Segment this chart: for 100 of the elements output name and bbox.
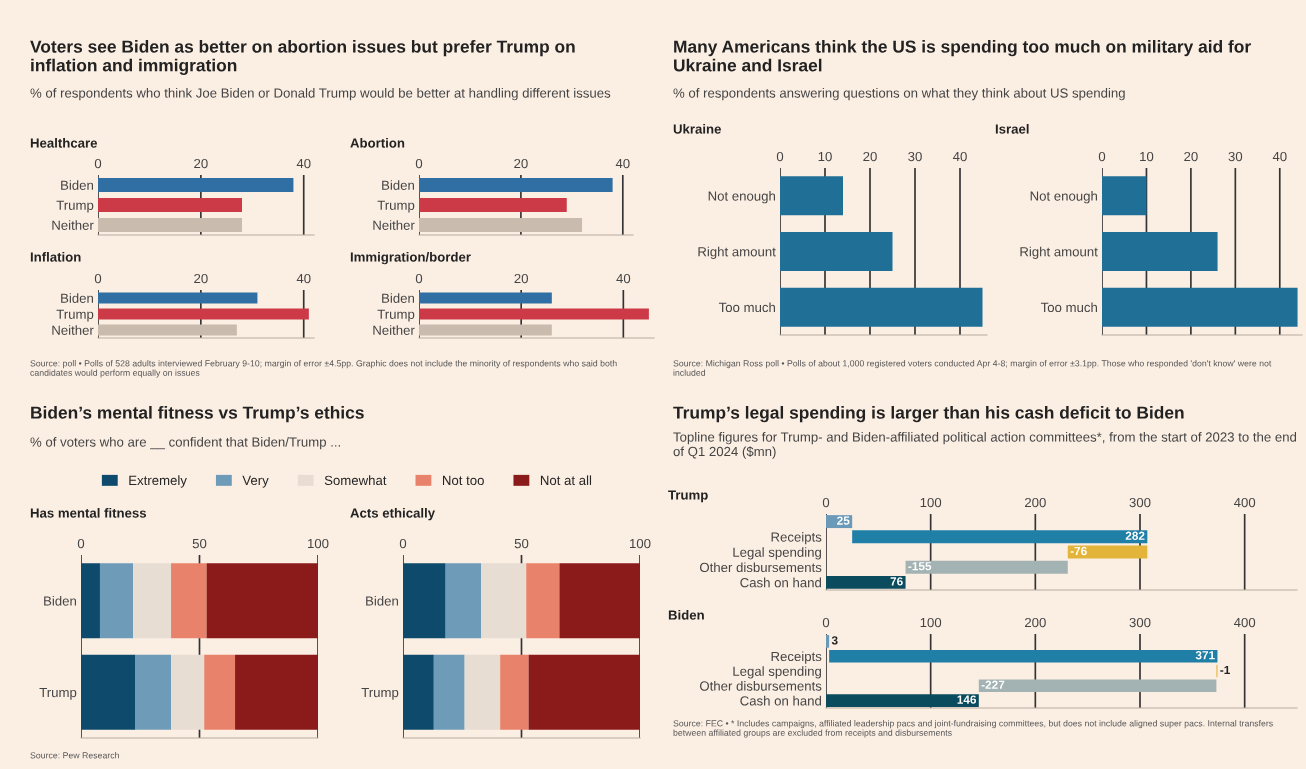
bar [1102, 287, 1298, 327]
source-note: Source: FEC • * Includes campaigns, affiliated leadership pacs and joint-fundraising committees, but does not include aligned super pacs. Internal transfers between affiliated groups are excluded from receipts and disbursements [673, 720, 1273, 738]
bar [98, 324, 237, 336]
chart-title: Has mental fitness [30, 508, 147, 518]
x-tick-label: 200 [1024, 497, 1046, 508]
y-tick-label: Not enough [1030, 191, 1097, 204]
x-tick-label: 10 [1140, 151, 1154, 162]
x-tick-label: 0 [399, 538, 407, 549]
bar [403, 654, 434, 730]
bar [500, 654, 529, 730]
bar [780, 232, 893, 271]
legend-label: Extremely [129, 475, 187, 488]
bar [98, 292, 258, 304]
x-tick-label: 40 [1272, 151, 1287, 162]
x-tick-label: 20 [194, 273, 208, 284]
x-tick-label: 50 [514, 538, 529, 549]
bar [403, 563, 446, 639]
x-tick-label: 40 [296, 273, 311, 284]
x-tick-label: 0 [776, 151, 784, 162]
x-tick-label: 40 [616, 273, 631, 284]
chart-title: Abortion [350, 138, 405, 148]
y-tick-label: Biden [61, 180, 93, 190]
y-tick-label: Cash on hand [740, 577, 821, 588]
bar [905, 560, 1068, 574]
x-tick-label: 0 [822, 497, 830, 508]
bar [780, 287, 983, 327]
y-tick-label: Other disbursements [700, 562, 822, 573]
bar [526, 563, 560, 639]
bar [780, 176, 843, 216]
bar [433, 654, 465, 730]
data-label: 76 [890, 577, 903, 586]
x-tick-label: 20 [514, 273, 528, 284]
x-tick-label: 100 [630, 538, 651, 549]
x-tick-label: 0 [1098, 151, 1106, 162]
y-tick-label: Right amount [698, 246, 776, 260]
y-tick-label: Other disbursements [700, 681, 822, 691]
chart-title: Inflation [30, 252, 81, 262]
x-tick-label: 0 [77, 538, 85, 549]
x-tick-label: 20 [1184, 151, 1198, 162]
bar [464, 654, 501, 730]
x-tick-label: 10 [818, 151, 832, 162]
bar [235, 654, 318, 730]
x-tick-label: 0 [94, 158, 102, 169]
x-tick-label: 0 [415, 273, 423, 284]
legend-label: Not at all [540, 475, 592, 486]
data-label: 371 [1195, 651, 1215, 660]
bar [826, 575, 906, 589]
x-tick-label: 20 [194, 158, 208, 169]
y-tick-label: Right amount [1020, 246, 1098, 260]
bar [826, 694, 979, 707]
bar [135, 654, 172, 730]
bar [419, 178, 613, 192]
text: Biden [668, 610, 704, 620]
chart-title: Ukraine [673, 124, 721, 134]
x-tick-label: 200 [1024, 617, 1046, 628]
data-label: -76 [1070, 546, 1087, 556]
chart-title: Acts ethically [350, 508, 435, 521]
bar [171, 654, 205, 730]
y-tick-label: Not enough [708, 191, 775, 204]
text: % of respondents who think Joe Biden or Donald Trump would be better at handling different issues [30, 88, 611, 101]
bar [98, 308, 309, 320]
text: Many Americans think the US is spending too much on military aid for Ukraine and Israel [674, 40, 1251, 72]
x-tick-label: 400 [1233, 617, 1256, 628]
legend-label: Somewhat [324, 475, 387, 486]
data-label: 282 [1125, 531, 1145, 540]
x-tick-label: 0 [94, 273, 102, 284]
bar [419, 198, 567, 212]
y-tick-label: Biden [382, 180, 414, 190]
bar [206, 563, 318, 639]
y-tick-label: Trump [377, 309, 415, 322]
bar [1102, 232, 1218, 271]
x-tick-label: 100 [308, 538, 329, 549]
x-tick-label: 40 [952, 151, 967, 162]
y-tick-label: Receipts [771, 651, 822, 664]
x-tick-label: 100 [920, 497, 942, 508]
y-tick-label: Trump [377, 200, 415, 213]
bar [852, 530, 1148, 544]
data-label: -227 [981, 680, 1005, 689]
text: Trump [668, 490, 708, 503]
bar [99, 563, 134, 639]
x-tick-label: 100 [920, 617, 942, 628]
bar [528, 654, 640, 730]
bar [445, 563, 482, 639]
text: % of voters who are __ confident that Biden/Trump ... [30, 437, 340, 450]
bar [171, 563, 207, 639]
source-note: Source: poll • Polls of 528 adults interviewed February 9-10; margin of error ±4.5pp. Graphic does not include the minority of respondents who said both candidates would perform equally on issues [30, 360, 617, 378]
y-tick-label: Neither [373, 325, 415, 335]
x-tick-label: 20 [863, 151, 877, 162]
x-tick-label: 50 [192, 538, 207, 549]
bar [81, 563, 100, 639]
legend-label: Very [242, 475, 269, 488]
text: Biden’s mental fitness vs Trump’s ethics [31, 406, 364, 423]
data-label: -155 [908, 562, 932, 571]
y-tick-label: Neither [52, 220, 94, 230]
bar [829, 649, 1218, 663]
source-note: Source: Michigan Ross poll • Polls of about 1,000 registered voters conducted Apr 4-8; margin of error ±3.1pp. Those who responded 'don't know' were not included [673, 360, 1272, 376]
y-tick-label: Too much [718, 302, 775, 313]
y-tick-label: Biden [61, 293, 93, 303]
text: Trump’s legal spending is larger than his cash deficit to Biden [673, 406, 1184, 423]
y-tick-label: Trump [56, 309, 94, 322]
